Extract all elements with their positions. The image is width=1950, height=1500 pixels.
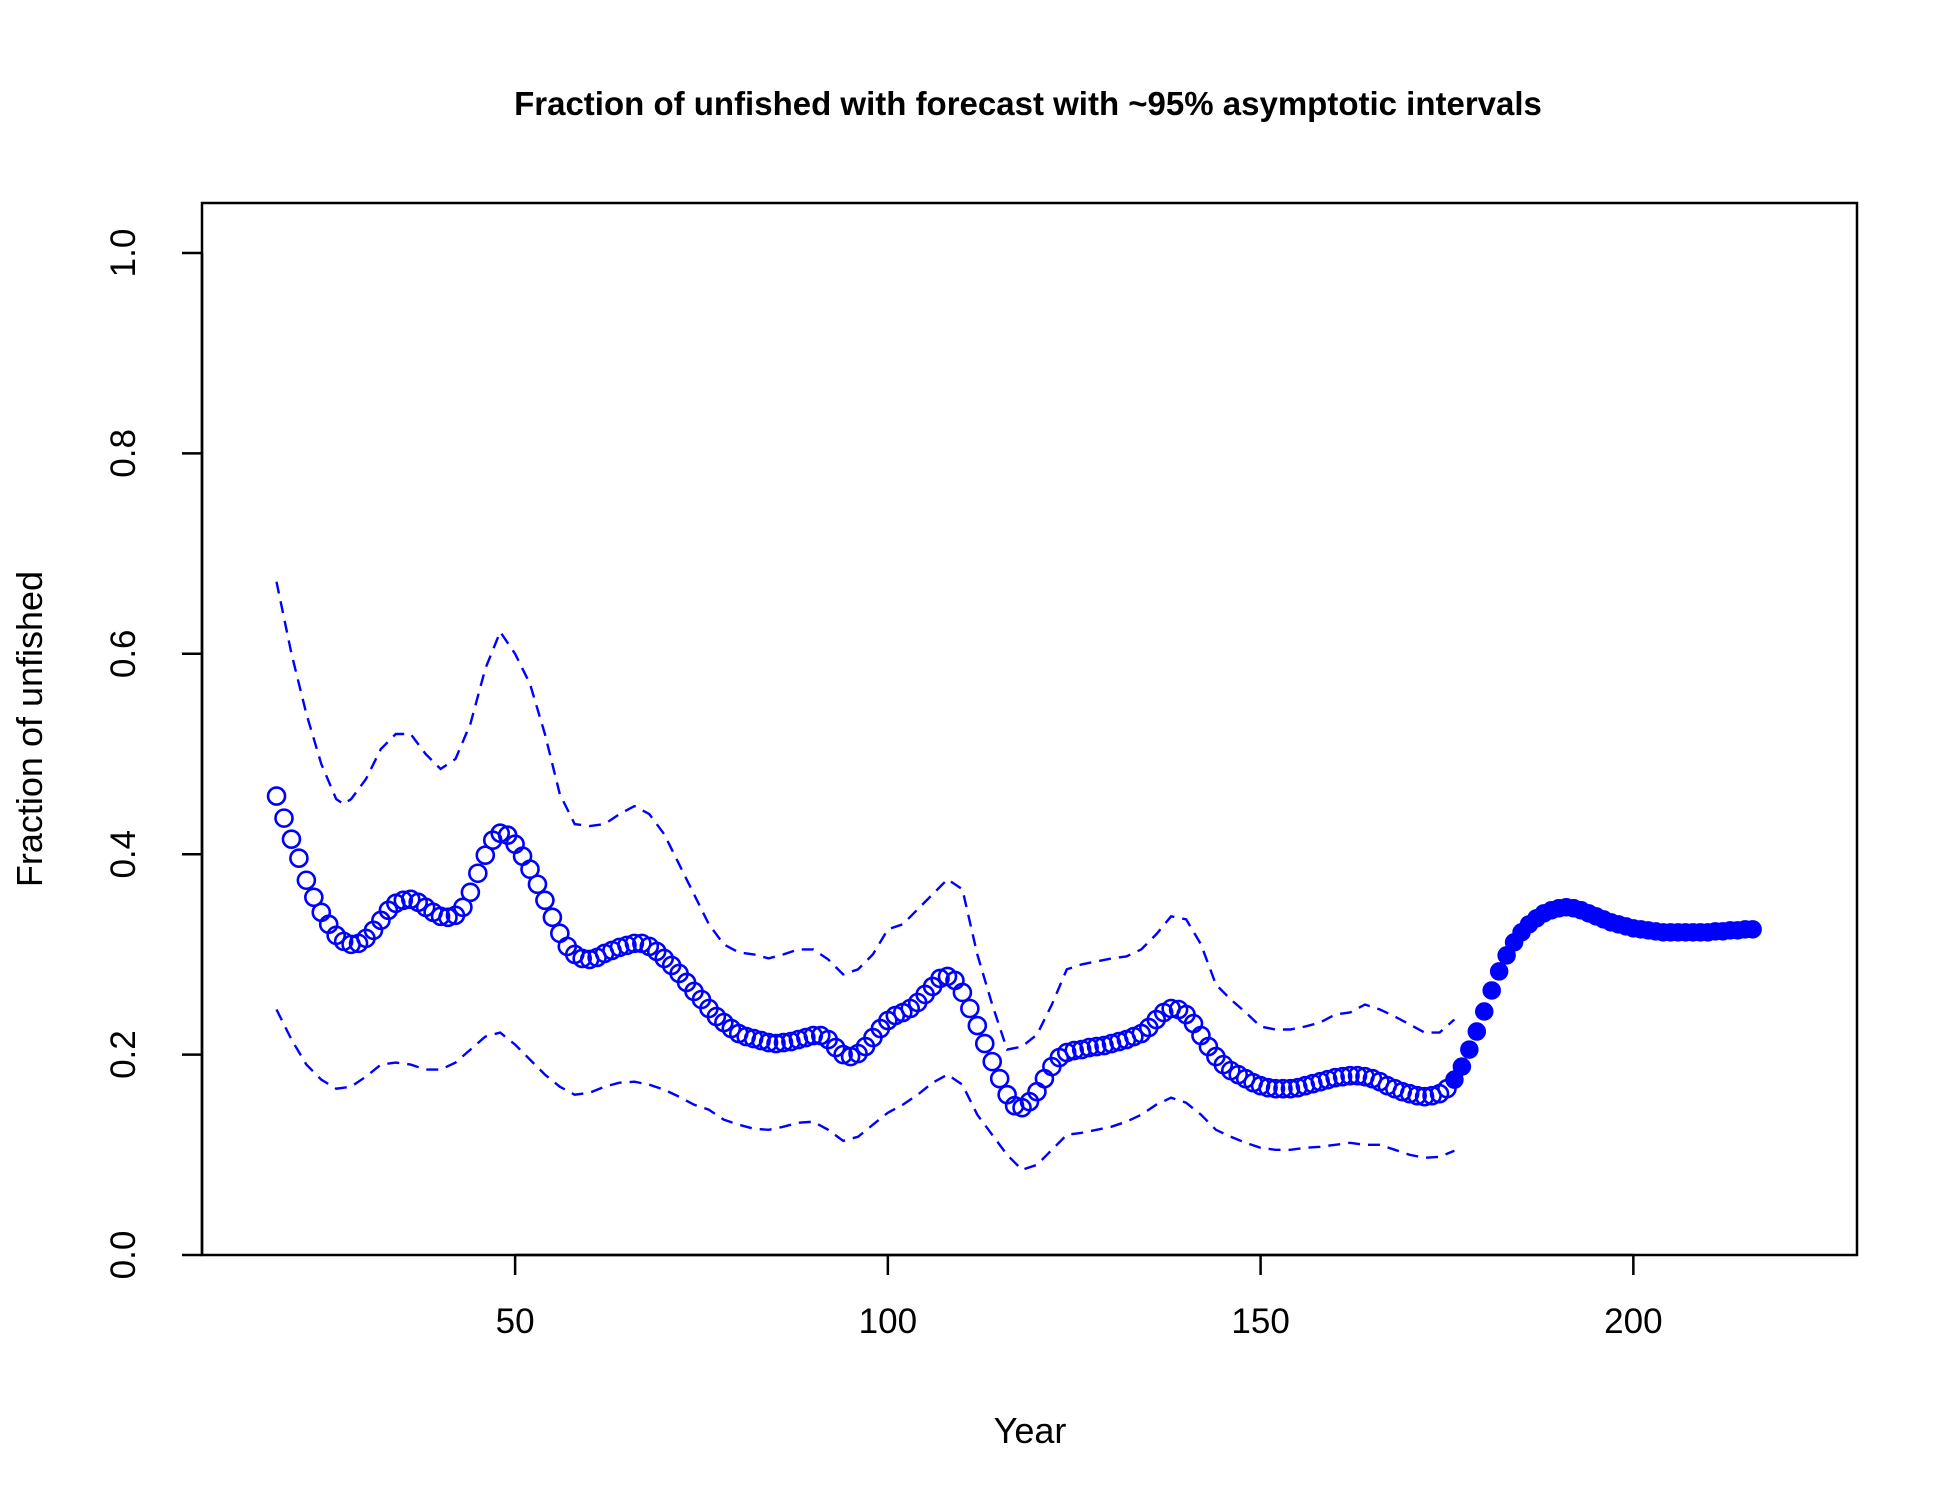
data-point — [1280, 1078, 1301, 1099]
data-point — [281, 829, 302, 849]
chart-title: Fraction of unfished with forecast with … — [514, 85, 1542, 122]
data-point — [952, 982, 973, 1003]
data-point — [266, 786, 287, 806]
data-point — [274, 808, 294, 828]
data-point — [296, 870, 317, 891]
data-point — [438, 907, 458, 928]
x-tick-label: 150 — [1231, 1302, 1289, 1341]
forecast-point — [1743, 920, 1762, 939]
x-axis-label: Year — [994, 1410, 1067, 1451]
forecast-point — [1467, 1022, 1487, 1041]
data-point — [974, 1033, 995, 1054]
data-point — [1071, 1039, 1092, 1060]
x-tick-label: 100 — [859, 1302, 917, 1341]
data-point — [453, 897, 473, 918]
data-point — [982, 1051, 1003, 1072]
series-layer — [266, 581, 1762, 1172]
data-point — [304, 887, 324, 908]
forecast-point — [1475, 1002, 1494, 1021]
data-point — [1399, 1083, 1420, 1104]
data-point — [1340, 1065, 1360, 1086]
data-point — [624, 933, 645, 954]
x-tick-label: 50 — [496, 1302, 535, 1341]
data-point — [468, 863, 488, 884]
data-point — [773, 1032, 794, 1053]
y-tick-label: 0.0 — [104, 1231, 143, 1280]
forecast-point — [1489, 962, 1509, 981]
data-point — [1317, 1069, 1338, 1090]
data-point — [1250, 1075, 1271, 1096]
y-tick-label: 0.2 — [104, 1030, 143, 1079]
forecast-point — [1452, 1057, 1472, 1076]
data-point — [989, 1068, 1010, 1089]
data-point — [796, 1027, 816, 1048]
y-tick-label: 0.4 — [104, 830, 143, 879]
data-point — [833, 1044, 853, 1065]
data-point — [1265, 1078, 1286, 1099]
interval-line — [275, 1008, 1455, 1172]
data-point — [751, 1030, 771, 1051]
data-point — [520, 859, 540, 880]
data-point — [1086, 1036, 1107, 1057]
data-point — [1064, 1040, 1085, 1061]
data-point — [572, 948, 593, 969]
data-point — [1273, 1078, 1293, 1099]
data-point — [1079, 1037, 1099, 1058]
data-point — [393, 890, 414, 911]
data-point — [535, 890, 555, 911]
y-axis: 0.0 0.2 0.4 0.6 0.8 1.0 — [104, 229, 204, 1280]
y-tick-label: 0.8 — [104, 429, 143, 478]
data-point — [758, 1032, 779, 1053]
data-point — [542, 907, 563, 928]
data-point — [930, 968, 950, 989]
data-point — [1347, 1065, 1368, 1086]
forecast-point — [1482, 981, 1501, 1000]
x-tick-label: 200 — [1604, 1302, 1662, 1341]
data-point — [1258, 1077, 1278, 1098]
data-point — [1325, 1067, 1345, 1088]
data-point — [960, 998, 980, 1019]
y-tick-label: 1.0 — [104, 229, 143, 278]
data-point — [475, 845, 496, 866]
data-point — [289, 848, 309, 869]
data-point — [460, 882, 481, 903]
forecast-point — [1460, 1040, 1479, 1059]
data-point — [1332, 1066, 1353, 1087]
data-point — [766, 1033, 786, 1054]
data-point — [430, 906, 451, 927]
data-point — [1407, 1085, 1427, 1106]
y-tick-label: 0.6 — [104, 629, 143, 678]
data-point — [617, 935, 637, 956]
y-axis-label: Fraction of unfished — [9, 571, 50, 887]
data-point — [1414, 1086, 1435, 1107]
data-point — [1056, 1042, 1077, 1063]
data-point — [527, 874, 548, 895]
interval-line — [275, 581, 1456, 1051]
data-point — [490, 823, 510, 843]
data-point — [967, 1015, 988, 1036]
x-axis: 50 100 150 200 — [496, 1253, 1663, 1341]
